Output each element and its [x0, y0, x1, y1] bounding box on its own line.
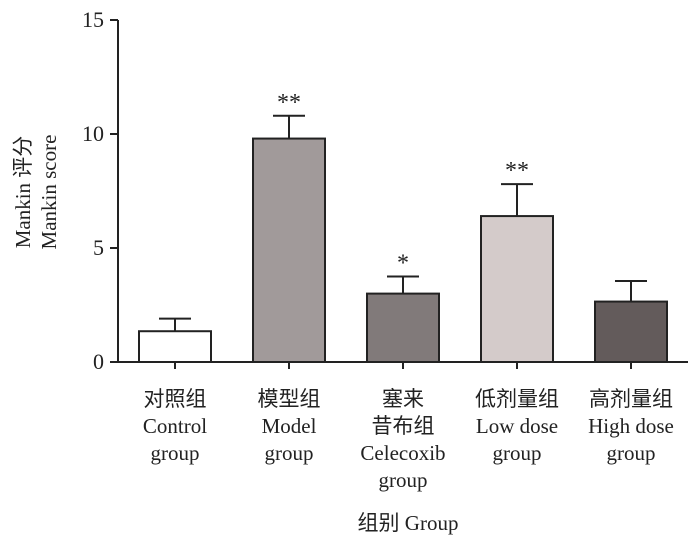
bar [594, 300, 668, 363]
bar [252, 137, 326, 363]
significance-marker: ** [505, 158, 529, 184]
y-axis: 0 5 10 15 [82, 7, 119, 374]
category-label: 模型组 Model group [258, 387, 321, 465]
significance-marker: ** [277, 90, 301, 116]
bar [480, 215, 554, 363]
category-label: 塞来昔布组 Celecoxib group [360, 387, 445, 492]
category-label: 低剂量组 Low dose group [475, 387, 559, 465]
y-axis-label: Mankin 评分Mankin score [11, 135, 61, 250]
bars: ***** [138, 90, 668, 364]
category-labels: 对照组 Control group 模型组 Model group 塞来昔布组 Celecox… [143, 387, 674, 492]
x-axis-label: 组别 Group [358, 511, 459, 535]
category-label: 对照组 Control group [143, 387, 207, 465]
category-label: 高剂量组 High dose group [588, 387, 674, 465]
y-tick-label: 10 [82, 121, 104, 146]
y-tick-label: 15 [82, 7, 104, 32]
significance-marker: * [397, 251, 409, 277]
y-axis-label: Mankin 评分Mankin score [11, 135, 61, 250]
bar [138, 330, 212, 364]
x-axis [118, 361, 688, 369]
bar [366, 292, 440, 364]
y-tick-label: 5 [93, 235, 104, 260]
y-tick-label: 0 [93, 349, 104, 374]
